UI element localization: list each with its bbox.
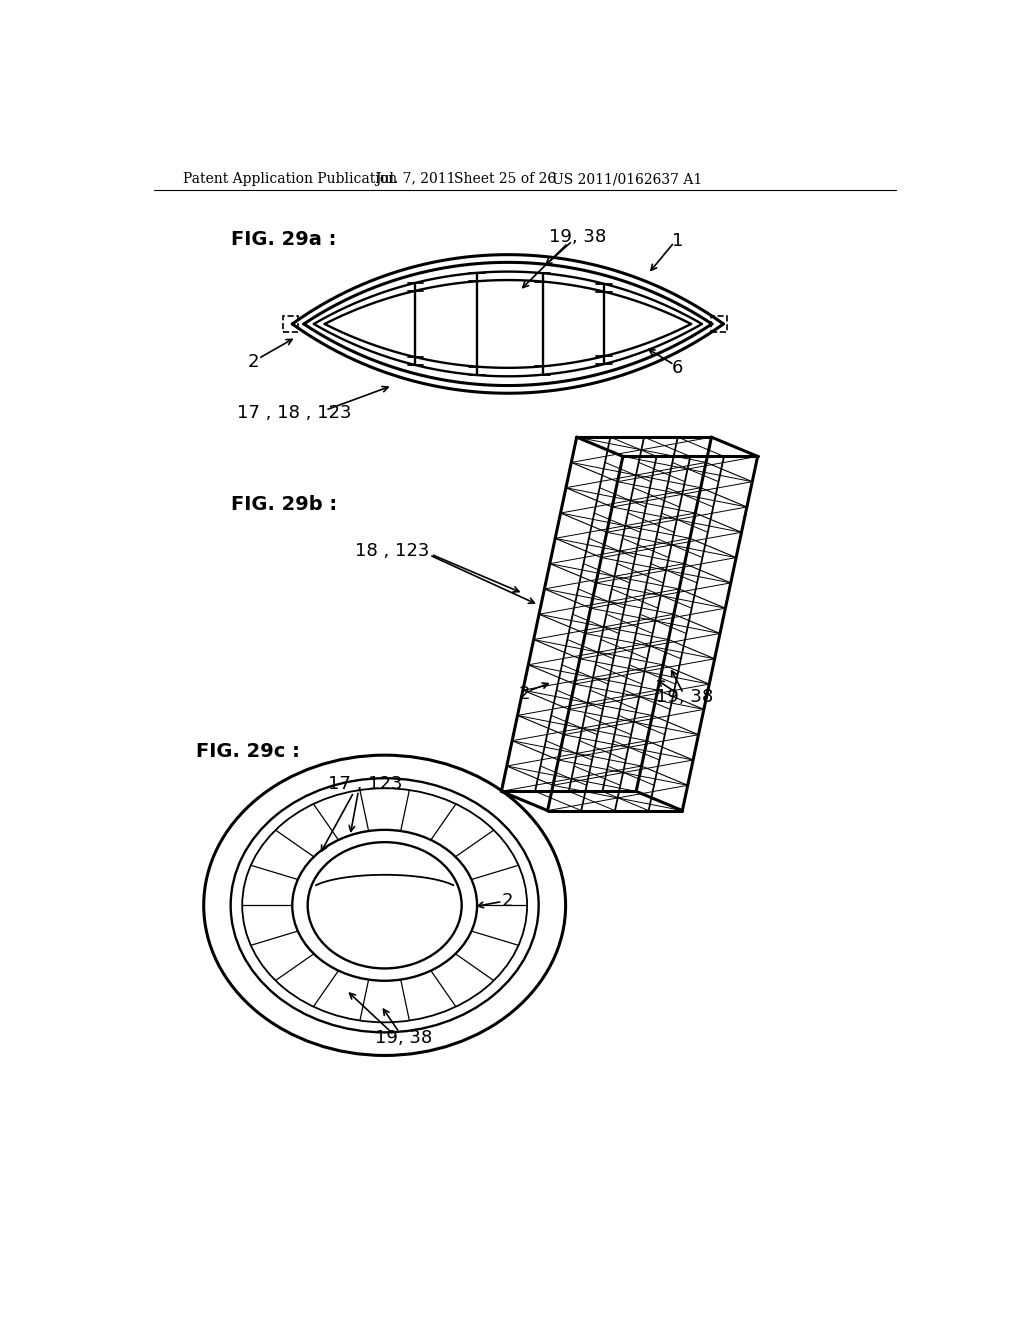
Text: 1: 1 bbox=[672, 232, 683, 249]
FancyBboxPatch shape bbox=[711, 317, 727, 331]
Text: 2: 2 bbox=[519, 685, 530, 702]
Text: 19, 38: 19, 38 bbox=[549, 228, 606, 246]
Text: 18 , 123: 18 , 123 bbox=[355, 543, 429, 560]
Text: FIG. 29a :: FIG. 29a : bbox=[230, 230, 336, 248]
Text: 17 , 18 , 123: 17 , 18 , 123 bbox=[238, 404, 352, 421]
Text: 2: 2 bbox=[248, 354, 259, 371]
Text: 6: 6 bbox=[672, 359, 683, 376]
Text: 2: 2 bbox=[502, 892, 514, 911]
Text: FIG. 29b :: FIG. 29b : bbox=[230, 495, 337, 515]
Text: Sheet 25 of 26: Sheet 25 of 26 bbox=[455, 172, 557, 186]
Text: US 2011/0162637 A1: US 2011/0162637 A1 bbox=[552, 172, 702, 186]
Text: 19, 38: 19, 38 bbox=[375, 1028, 432, 1047]
Text: 19, 38: 19, 38 bbox=[656, 689, 714, 706]
Text: Patent Application Publication: Patent Application Publication bbox=[183, 172, 397, 186]
Text: FIG. 29c :: FIG. 29c : bbox=[196, 742, 300, 760]
Text: 17 , 123: 17 , 123 bbox=[328, 775, 402, 793]
Text: Jul. 7, 2011: Jul. 7, 2011 bbox=[375, 172, 456, 186]
FancyBboxPatch shape bbox=[283, 317, 298, 331]
